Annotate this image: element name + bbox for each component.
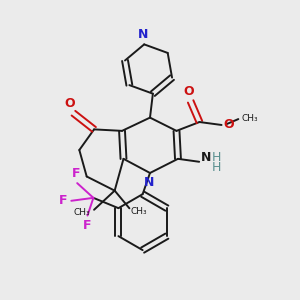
Text: CH₃: CH₃ <box>241 114 258 123</box>
Text: O: O <box>184 85 194 98</box>
Text: F: F <box>58 194 67 207</box>
Text: H: H <box>212 161 221 174</box>
Text: N: N <box>144 176 154 189</box>
Text: N: N <box>137 28 148 41</box>
Text: N: N <box>201 152 211 164</box>
Text: O: O <box>64 97 75 110</box>
Text: F: F <box>71 167 80 180</box>
Text: CH₃: CH₃ <box>74 208 91 217</box>
Text: O: O <box>223 118 234 131</box>
Text: F: F <box>83 219 92 232</box>
Text: H: H <box>212 152 221 164</box>
Text: CH₃: CH₃ <box>131 207 148 216</box>
